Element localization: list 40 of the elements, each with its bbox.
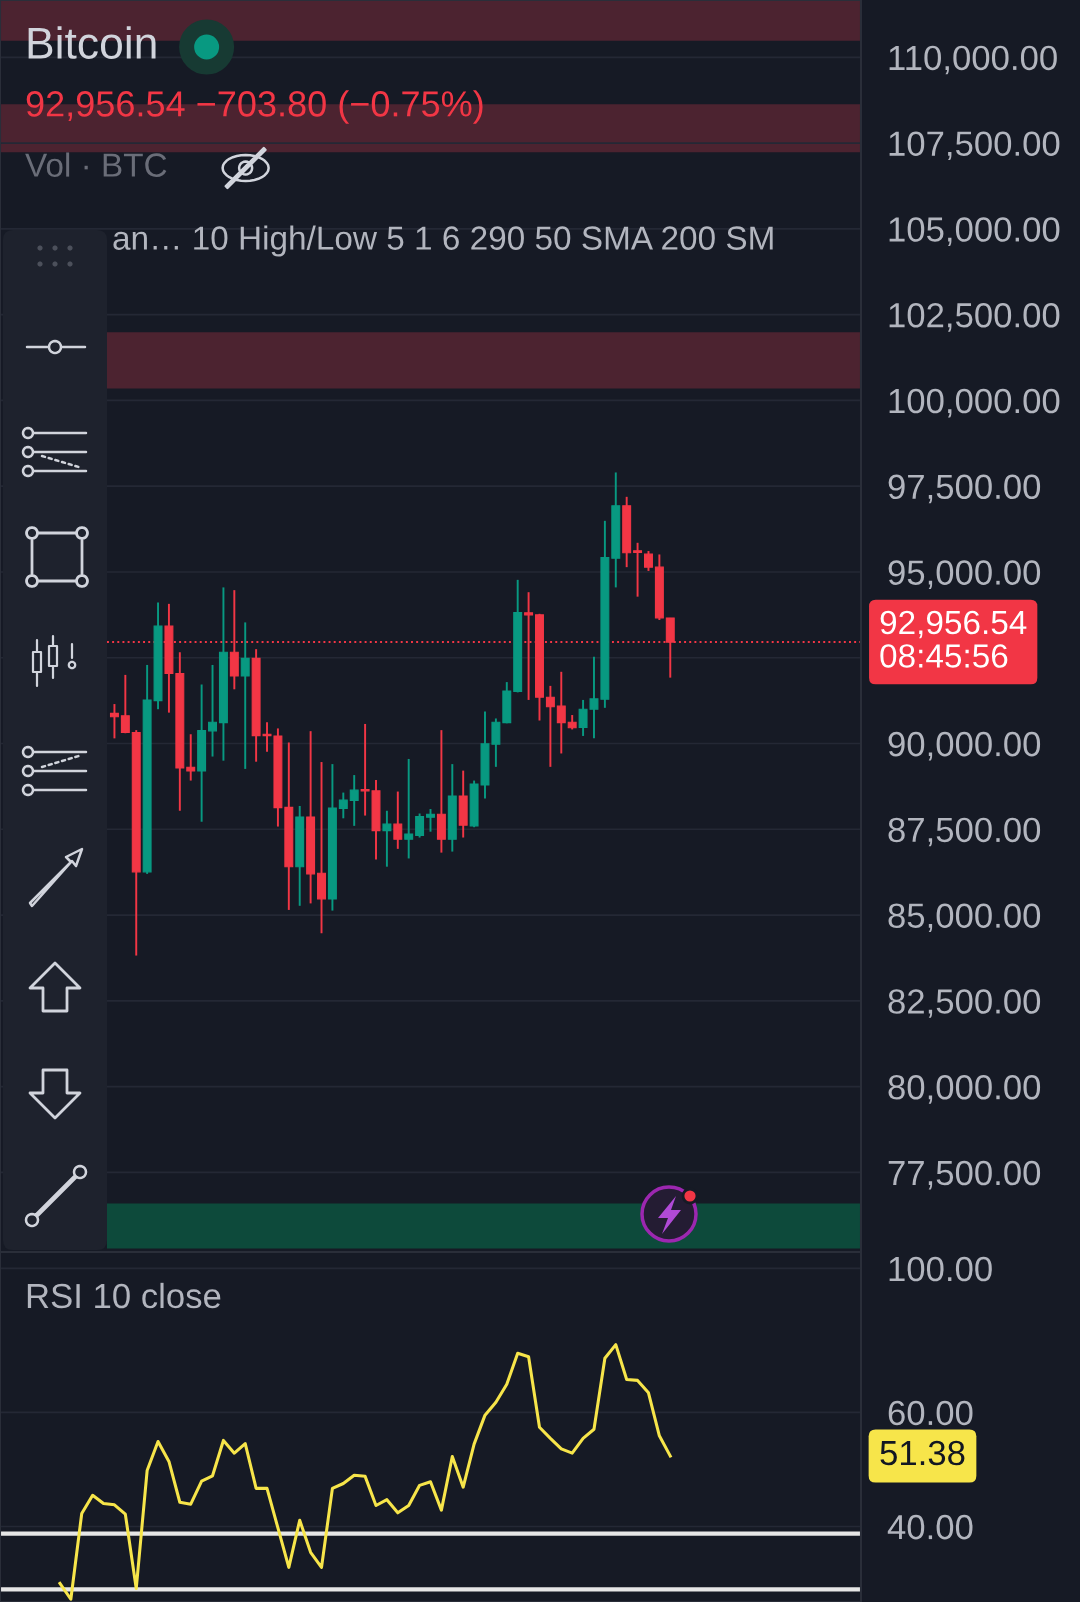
- y-tick-label: 102,500.00: [889, 302, 1060, 332]
- candlestick: [426, 808, 435, 833]
- candlestick: [109, 703, 119, 740]
- candlestick: [120, 673, 130, 735]
- candlestick: [415, 812, 425, 839]
- y-tick-label: 60.00: [888, 1400, 973, 1426]
- line-series: [58, 1343, 672, 1601]
- candlestick: [545, 684, 555, 768]
- y-tick-label: 40.00: [887, 1514, 973, 1540]
- candlestick: [240, 621, 250, 770]
- candlestick: [404, 757, 414, 860]
- y-tick-label: 95,000.00: [888, 560, 1041, 589]
- candlestick: [643, 550, 653, 572]
- y-tick-label: 97,500.00: [888, 474, 1041, 504]
- annotation: an… 10 High/Low 5 1 6 290 50 SMA 200 SM: [113, 225, 773, 257]
- annotation: Vol · BTC: [25, 152, 167, 177]
- y-tick-label: 87,500.00: [888, 817, 1041, 847]
- y-tick-label: 105,000.00: [889, 217, 1060, 246]
- candlestick: [186, 733, 196, 782]
- y-tick-label: 80,000.00: [888, 1074, 1041, 1104]
- candlestick: [349, 774, 359, 827]
- candlestick: [208, 663, 218, 758]
- y-tick-label: 77,500.00: [888, 1160, 1041, 1190]
- y-tick-label: 110,000.00: [889, 45, 1057, 75]
- chart-title: Bitcoin: [28, 26, 156, 59]
- y-tick-label: 100,000.00: [889, 388, 1060, 418]
- y-tick-label: 82,500.00: [888, 989, 1041, 1018]
- candlestick: [338, 791, 348, 820]
- y-tick-label: 90,000.00: [888, 731, 1041, 761]
- ref-line-label: 92,956.54 08:45:56: [880, 610, 1027, 668]
- text: RSI 10 close: [27, 1282, 221, 1309]
- y-tick-label: 100.00: [889, 1256, 992, 1282]
- y-tick-label: 107,500.00: [889, 131, 1060, 161]
- candlestick: [633, 541, 643, 598]
- y-tick-label: 85,000.00: [888, 903, 1041, 933]
- candlestick: [393, 790, 403, 850]
- candlestick: [556, 670, 566, 755]
- candlestick: [382, 809, 392, 868]
- text: 51.38: [880, 1440, 965, 1466]
- text: 92,956.54 −703.80 (−0.75%): [26, 90, 483, 124]
